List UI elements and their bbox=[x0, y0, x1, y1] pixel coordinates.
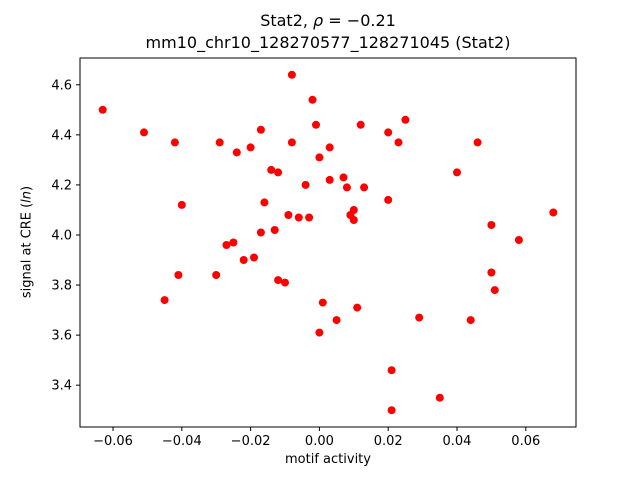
y-tick-label: 4.4 bbox=[51, 128, 72, 143]
y-axis-label: signal at CRE (ln) bbox=[20, 186, 35, 298]
y-tick-label: 3.4 bbox=[51, 379, 72, 394]
scatter-point bbox=[170, 138, 179, 147]
scatter-point bbox=[274, 168, 283, 177]
scatter-point bbox=[174, 271, 183, 279]
scatter-point bbox=[387, 366, 396, 375]
y-tick-label: 3.6 bbox=[51, 329, 72, 344]
scatter-point bbox=[270, 226, 279, 234]
scatter-point bbox=[287, 70, 296, 79]
scatter-point bbox=[308, 95, 317, 104]
title-suffix: = −0.21 bbox=[323, 11, 396, 30]
scatter-point bbox=[274, 276, 283, 285]
scatter-point bbox=[140, 128, 148, 137]
scatter-point bbox=[294, 213, 303, 222]
scatter-point bbox=[312, 120, 320, 129]
scatter-point bbox=[325, 175, 334, 184]
x-tick-label: −0.06 bbox=[93, 434, 133, 449]
scatter-point bbox=[177, 200, 186, 209]
scatter-point bbox=[301, 180, 310, 189]
scatter-point bbox=[514, 236, 523, 244]
scatter-point bbox=[239, 256, 248, 264]
title-prefix: Stat2, bbox=[260, 11, 314, 30]
scatter-point bbox=[325, 143, 334, 152]
scatter-point bbox=[394, 138, 403, 147]
x-tick-label: −0.02 bbox=[231, 434, 271, 449]
ylabel-italic: ln bbox=[19, 190, 35, 203]
scatter-point bbox=[318, 298, 327, 307]
scatter-point bbox=[256, 228, 265, 237]
scatter-point bbox=[487, 221, 496, 229]
scatter-point bbox=[353, 303, 362, 312]
scatter-point bbox=[256, 125, 265, 134]
scatter-point bbox=[212, 271, 221, 279]
scatter-point bbox=[332, 316, 341, 325]
scatter-point bbox=[160, 296, 169, 305]
scatter-point bbox=[349, 206, 358, 214]
scatter-point bbox=[315, 328, 324, 337]
ylabel-suffix: ) bbox=[19, 185, 35, 191]
scatter-point bbox=[487, 268, 496, 277]
scatter-point bbox=[339, 173, 348, 182]
scatter-point bbox=[215, 138, 224, 147]
scatter-point bbox=[267, 165, 276, 174]
y-tick-label: 4.0 bbox=[51, 228, 72, 243]
scatter-point bbox=[229, 238, 238, 247]
scatter-point bbox=[401, 115, 410, 124]
chart-title-line2: mm10_chr10_128270577_128271045 (Stat2) bbox=[145, 33, 511, 52]
y-tick-label: 3.8 bbox=[51, 279, 72, 294]
scatter-point bbox=[384, 195, 393, 204]
ylabel-prefix: signal at CRE ( bbox=[19, 202, 35, 299]
scatter-point bbox=[232, 148, 241, 157]
scatter-point bbox=[98, 105, 107, 114]
scatter-point bbox=[435, 393, 444, 402]
scatter-point bbox=[384, 128, 393, 137]
y-tick-label: 4.6 bbox=[51, 78, 72, 93]
chart-title-line1: Stat2, ρ = −0.21 bbox=[80, 10, 576, 32]
scatter-point bbox=[342, 183, 351, 192]
x-tick-label: 0.02 bbox=[374, 434, 403, 449]
x-tick-label: 0.00 bbox=[305, 434, 334, 449]
scatter-point bbox=[222, 241, 231, 249]
scatter-point bbox=[349, 216, 358, 224]
rho-symbol: ρ bbox=[313, 11, 324, 30]
scatter-point bbox=[466, 316, 475, 325]
scatter-point bbox=[453, 168, 461, 177]
scatter-point bbox=[415, 313, 424, 322]
scatter-point bbox=[360, 183, 369, 192]
scatter-point bbox=[287, 138, 296, 147]
x-axis-label: motif activity bbox=[285, 452, 371, 467]
scatter-point bbox=[315, 153, 324, 162]
scatter-point bbox=[473, 138, 482, 147]
scatter-point bbox=[305, 213, 314, 222]
x-tick-label: −0.04 bbox=[162, 434, 202, 449]
scatter-point bbox=[246, 143, 255, 152]
chart-title: Stat2, ρ = −0.21 mm10_chr10_128270577_12… bbox=[80, 10, 576, 54]
scatter-point bbox=[281, 278, 289, 287]
scatter-point bbox=[250, 253, 258, 262]
scatter-point bbox=[490, 286, 499, 295]
scatter-point bbox=[549, 208, 558, 217]
scatter-point bbox=[387, 406, 396, 415]
scatter-point bbox=[284, 211, 293, 219]
x-tick-label: 0.06 bbox=[511, 434, 540, 449]
scatter-point bbox=[260, 198, 269, 207]
y-tick-label: 4.2 bbox=[51, 178, 72, 193]
x-tick-label: 0.04 bbox=[443, 434, 472, 449]
scatter-point bbox=[356, 120, 365, 129]
axes-frame bbox=[79, 57, 577, 428]
